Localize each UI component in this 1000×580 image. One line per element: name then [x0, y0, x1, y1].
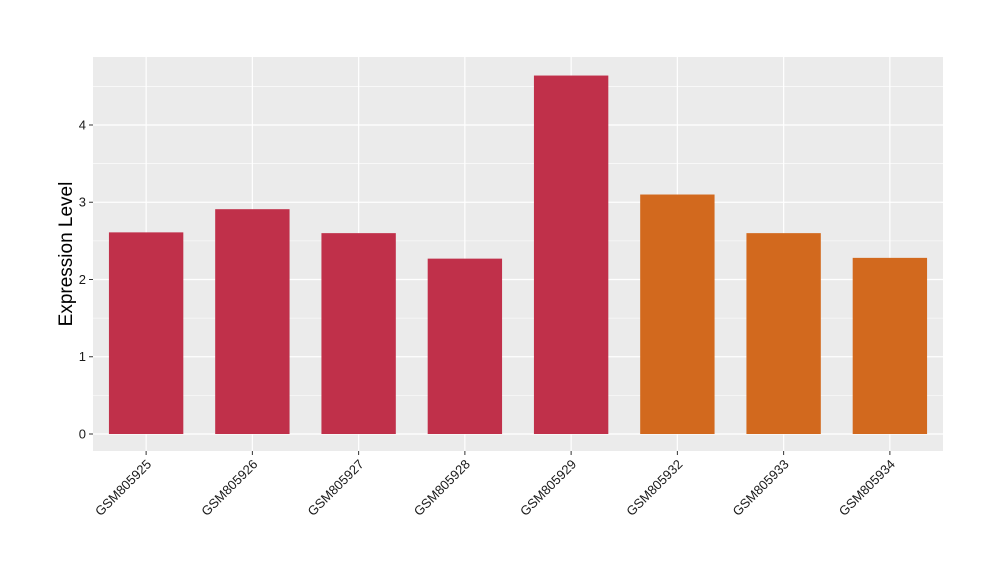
y-tick-label: 4 [79, 117, 86, 132]
x-tick-label: GSM805929 [517, 457, 579, 519]
x-tick-label: GSM805933 [730, 457, 792, 519]
bar-gsm805929 [533, 75, 609, 435]
x-tick-label: GSM805926 [198, 457, 260, 519]
bar-gsm805927 [321, 233, 396, 435]
bar-gsm805932 [640, 194, 715, 435]
bar-gsm805934 [852, 257, 928, 435]
bars [108, 75, 928, 435]
y-axis-title: Expression Level [56, 182, 77, 327]
bar-gsm805926 [215, 209, 290, 435]
bar-gsm805925 [108, 232, 184, 435]
y-tick-label: 1 [79, 349, 86, 364]
y-tick-label: 0 [79, 427, 86, 442]
y-tick-label: 2 [79, 272, 86, 287]
x-tick-label: GSM805934 [836, 457, 898, 519]
bar-gsm805928 [427, 258, 503, 435]
x-tick-label: GSM805932 [623, 457, 685, 519]
x-tick-label: GSM805925 [92, 457, 154, 519]
y-tick-label: 3 [79, 195, 86, 210]
x-tick-label: GSM805927 [305, 457, 367, 519]
bar-gsm805933 [746, 233, 821, 435]
x-tick-label: GSM805928 [411, 457, 473, 519]
